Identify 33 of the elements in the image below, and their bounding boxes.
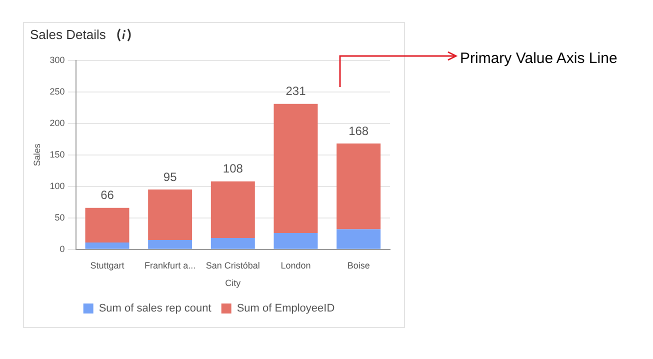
bar	[274, 233, 318, 249]
bar	[148, 240, 192, 249]
total-label: 168	[348, 124, 369, 138]
y-tick-label: 150	[50, 149, 65, 160]
x-axis-title: City	[225, 278, 242, 288]
y-axis-title: Sales	[32, 143, 42, 166]
total-label: 231	[286, 84, 306, 98]
y-tick-label: 200	[50, 118, 65, 128]
x-tick-label: Boise	[347, 260, 370, 270]
text: Primary Value Axis Line	[460, 50, 618, 67]
chart-title: Sales Details	[30, 27, 106, 42]
total-label: 66	[100, 188, 114, 202]
bar	[336, 144, 381, 230]
x-tick-label: London	[280, 260, 311, 270]
total-label: 108	[222, 162, 244, 176]
y-tick-label: 300	[50, 54, 65, 65]
bar	[210, 238, 255, 249]
bar	[274, 104, 318, 234]
bar	[85, 208, 130, 242]
x-tick-label: Stuttgart	[90, 260, 125, 270]
y-tick-label: 0	[60, 244, 65, 254]
bar	[148, 190, 192, 240]
legend-label: Sum of sales rep count	[98, 302, 212, 315]
y-tick-label: 250	[50, 86, 65, 96]
x-tick-label: Frankfurt a...	[144, 260, 196, 270]
y-tick-label: 50	[54, 212, 65, 222]
x-tick-label: San Cristóbal	[206, 260, 260, 270]
y-tick-label: 100	[50, 180, 65, 191]
bar	[336, 229, 381, 249]
bar	[210, 181, 255, 238]
bar	[85, 242, 130, 249]
legend-label: Sum of EmployeeID	[236, 302, 335, 315]
total-label: 95	[163, 170, 178, 184]
